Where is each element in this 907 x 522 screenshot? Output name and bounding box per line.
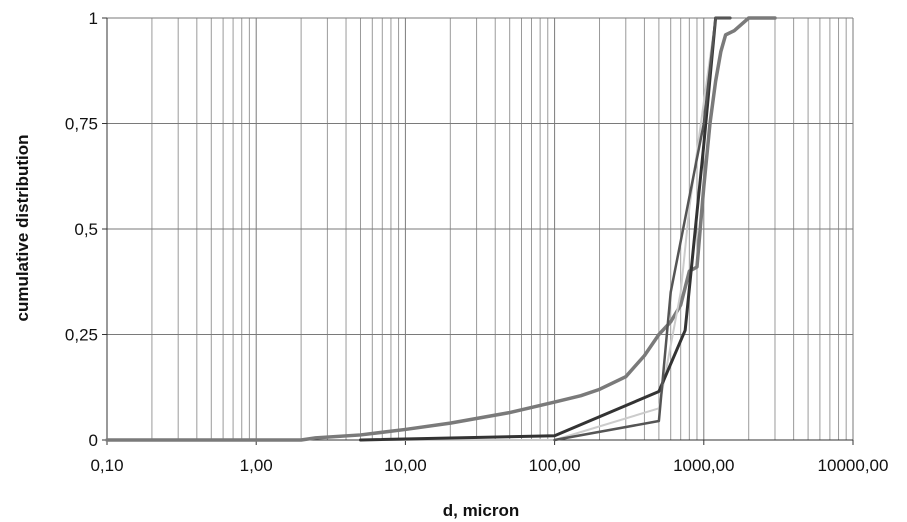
y-tick-label: 0	[89, 431, 98, 450]
y-axis-title: cumulative distribution	[13, 134, 32, 321]
x-axis-title: d, micron	[443, 501, 520, 520]
series-group	[105, 16, 777, 442]
y-tick-label: 1	[89, 9, 98, 28]
x-tick-label: 0,10	[90, 456, 123, 475]
y-tick-label: 0,5	[74, 220, 98, 239]
series-line-1	[105, 16, 777, 442]
x-tick-label: 1,00	[240, 456, 273, 475]
y-tick-label: 0,25	[65, 326, 98, 345]
x-tick-label: 1000,00	[673, 456, 734, 475]
y-tick-label: 0,75	[65, 115, 98, 134]
tick-labels: 0,10 1,00 10,00 100,00 1000,00 10000,00 0 0,25 0…	[65, 9, 889, 475]
series-line-4	[553, 16, 732, 442]
x-tick-label: 100,00	[529, 456, 581, 475]
grid	[106, 17, 854, 441]
x-tick-label: 10000,00	[818, 456, 889, 475]
axes	[102, 17, 854, 445]
x-tick-label: 10,00	[384, 456, 427, 475]
